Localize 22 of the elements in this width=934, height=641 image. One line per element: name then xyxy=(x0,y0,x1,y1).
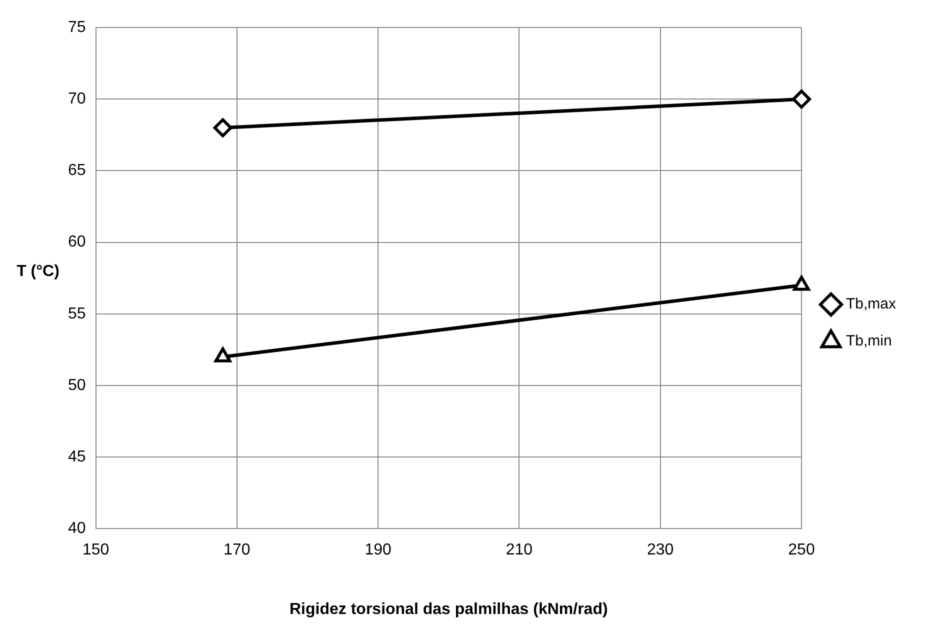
y-tick-label: 40 xyxy=(68,520,86,538)
legend-label: Tb,max xyxy=(846,296,896,313)
point xyxy=(214,347,232,362)
point xyxy=(792,90,811,109)
x-tick-label: 230 xyxy=(647,542,674,559)
x-tick-label: 150 xyxy=(82,542,110,559)
y-tick-label: 45 xyxy=(68,448,86,466)
x-tick-label: 210 xyxy=(506,542,533,559)
x-tick-label: 170 xyxy=(224,542,250,559)
y-tick-label: 75 xyxy=(68,19,86,36)
y-axis-title: T (°C) xyxy=(16,263,60,281)
y-tick-label: 50 xyxy=(68,376,86,394)
y-tick-label: 55 xyxy=(68,305,86,322)
x-tick-label: 190 xyxy=(364,542,392,559)
x-tick-label: 250 xyxy=(788,542,815,559)
point xyxy=(793,276,810,291)
y-tick-label: 70 xyxy=(68,90,86,108)
point xyxy=(213,118,232,138)
y-tick-label: 65 xyxy=(68,162,86,180)
x-axis-title: Rigidez torsional das palmilhas (kNm/rad) xyxy=(289,600,608,618)
y-tick-label: 60 xyxy=(68,234,86,251)
legend-label: Tb,min xyxy=(846,332,892,350)
